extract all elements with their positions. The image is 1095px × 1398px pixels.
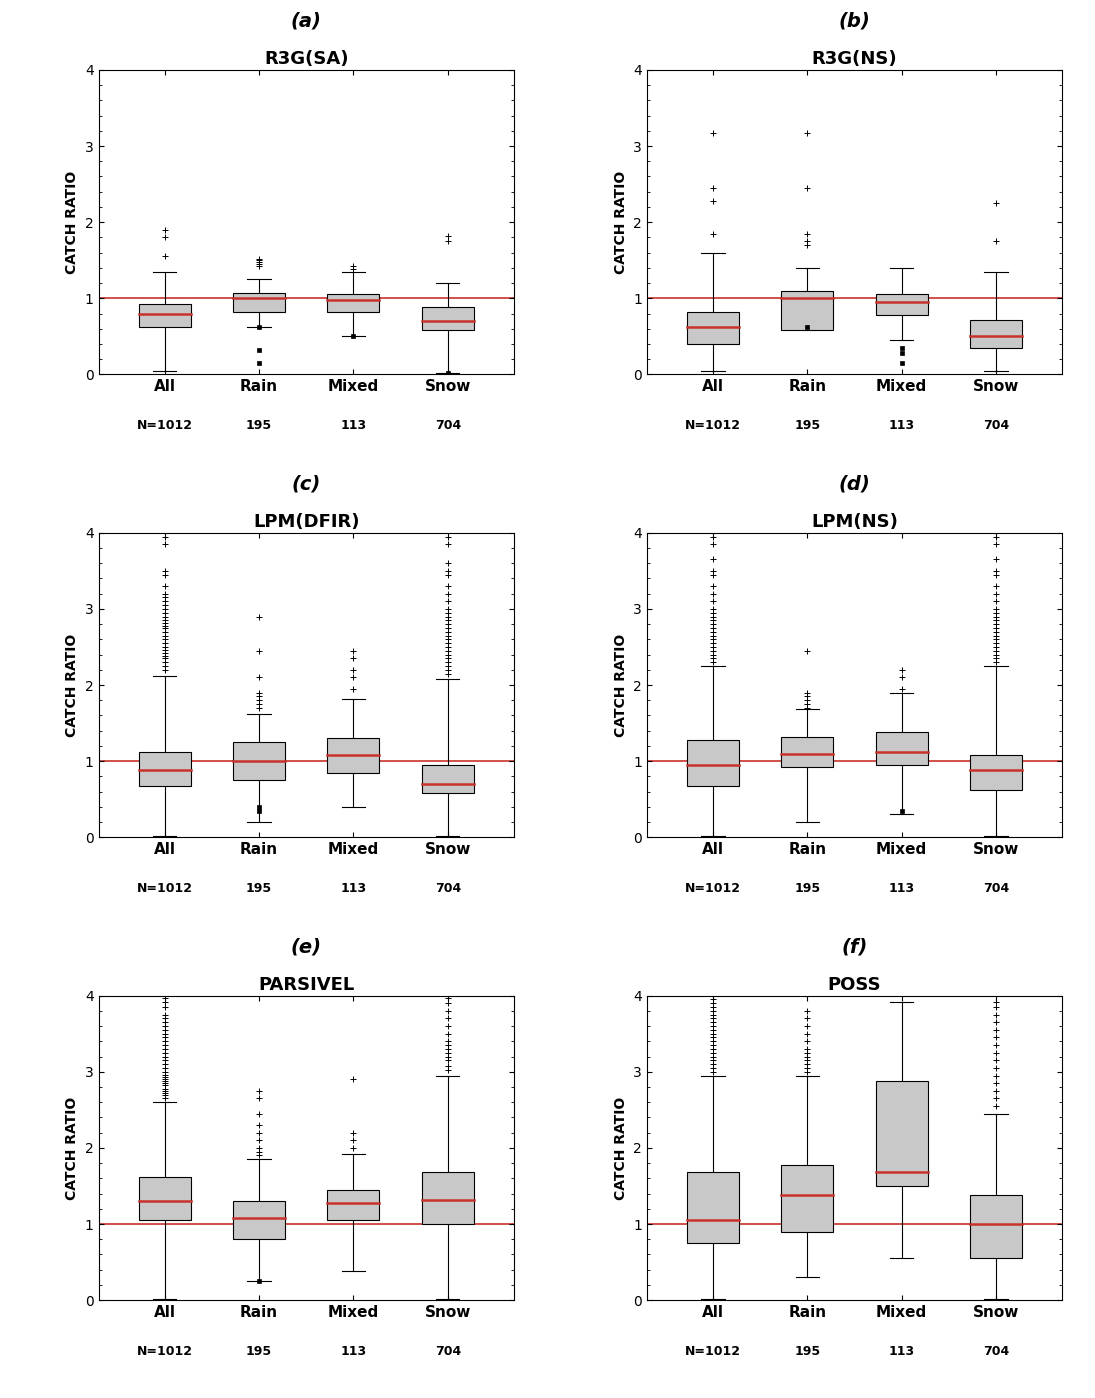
Text: 113: 113 (889, 1345, 914, 1357)
Text: 195: 195 (246, 419, 272, 432)
Bar (782, 737, 833, 768)
Text: N=1012: N=1012 (137, 419, 193, 432)
Bar (233, 742, 285, 780)
Bar (687, 312, 739, 344)
Y-axis label: CATCH RATIO: CATCH RATIO (613, 633, 627, 737)
Text: 195: 195 (246, 1345, 272, 1357)
Bar (876, 1081, 927, 1186)
Bar (327, 1190, 379, 1220)
Text: 704: 704 (983, 1345, 1010, 1357)
Text: 113: 113 (341, 419, 367, 432)
Text: N=1012: N=1012 (137, 1345, 193, 1357)
Title: PARSIVEL: PARSIVEL (258, 976, 355, 994)
Text: 704: 704 (435, 419, 461, 432)
Bar (876, 733, 927, 765)
Bar (233, 294, 285, 312)
Text: 195: 195 (794, 419, 820, 432)
Bar (233, 1201, 285, 1239)
Text: (b): (b) (839, 11, 871, 31)
Y-axis label: CATCH RATIO: CATCH RATIO (66, 171, 79, 274)
Bar (139, 303, 191, 327)
Bar (782, 1165, 833, 1232)
Text: 113: 113 (889, 419, 914, 432)
Bar (687, 740, 739, 786)
Text: (d): (d) (839, 474, 871, 493)
Title: LPM(NS): LPM(NS) (811, 513, 898, 531)
Y-axis label: CATCH RATIO: CATCH RATIO (613, 1096, 627, 1199)
Text: N=1012: N=1012 (684, 419, 741, 432)
Text: (e): (e) (290, 937, 322, 956)
Title: POSS: POSS (828, 976, 881, 994)
Text: N=1012: N=1012 (684, 1345, 741, 1357)
Y-axis label: CATCH RATIO: CATCH RATIO (66, 633, 79, 737)
Bar (970, 755, 1022, 790)
Bar (327, 295, 379, 312)
Y-axis label: CATCH RATIO: CATCH RATIO (613, 171, 627, 274)
Title: R3G(NS): R3G(NS) (811, 50, 897, 69)
Bar (687, 1173, 739, 1243)
Text: 704: 704 (435, 1345, 461, 1357)
Bar (422, 308, 474, 330)
Title: R3G(SA): R3G(SA) (264, 50, 348, 69)
Text: 704: 704 (435, 882, 461, 895)
Text: 704: 704 (983, 882, 1010, 895)
Bar (876, 295, 927, 315)
Text: 195: 195 (794, 882, 820, 895)
Text: 195: 195 (246, 882, 272, 895)
Bar (422, 1173, 474, 1225)
Text: 113: 113 (341, 1345, 367, 1357)
Text: (c): (c) (291, 474, 321, 493)
Bar (327, 738, 379, 773)
Bar (422, 765, 474, 793)
Bar (782, 291, 833, 330)
Text: 113: 113 (341, 882, 367, 895)
Text: 704: 704 (983, 419, 1010, 432)
Text: (a): (a) (291, 11, 322, 31)
Bar (970, 320, 1022, 348)
Text: N=1012: N=1012 (684, 882, 741, 895)
Text: (f): (f) (841, 937, 867, 956)
Text: N=1012: N=1012 (137, 882, 193, 895)
Y-axis label: CATCH RATIO: CATCH RATIO (66, 1096, 79, 1199)
Text: 113: 113 (889, 882, 914, 895)
Text: 195: 195 (794, 1345, 820, 1357)
Bar (139, 1177, 191, 1220)
Bar (970, 1195, 1022, 1258)
Title: LPM(DFIR): LPM(DFIR) (253, 513, 359, 531)
Bar (139, 752, 191, 786)
